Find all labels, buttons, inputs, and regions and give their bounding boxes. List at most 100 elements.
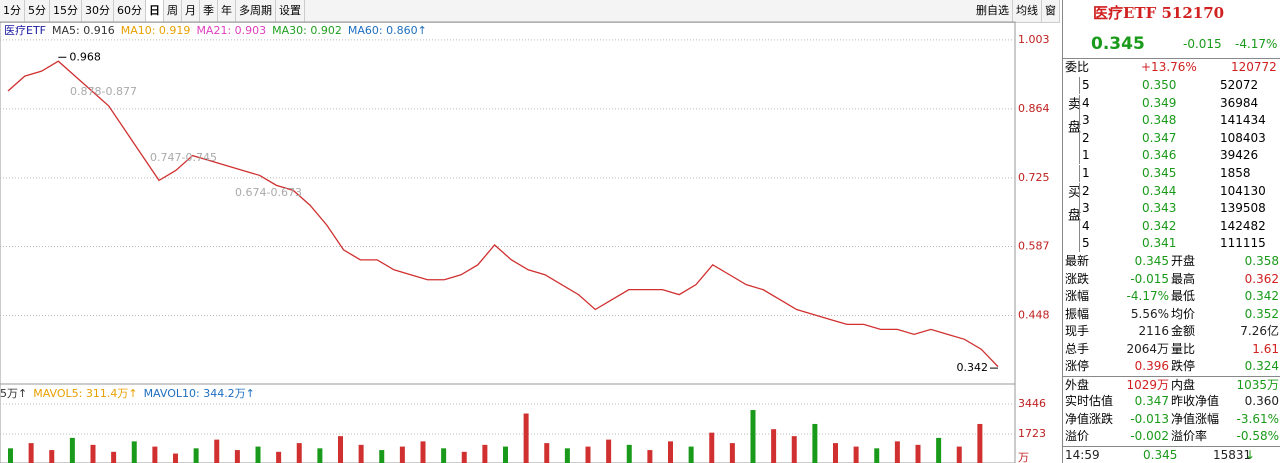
stat-value: 1029万 xyxy=(1126,377,1169,392)
tick-cell: 14:59 xyxy=(1065,448,1100,462)
volume-bar xyxy=(214,439,220,463)
stat-row: 实时估值 0.347 昨收净值 0.360 xyxy=(1063,393,1280,410)
period-tab[interactable]: 1分 xyxy=(0,0,25,22)
period-tab[interactable]: 15分 xyxy=(50,0,82,22)
legend-entry: MA5: 0.916 xyxy=(52,24,115,37)
volume-bar xyxy=(503,446,508,463)
y-tick-label: 0.725 xyxy=(1018,171,1050,184)
stat-row: 涨停 0.396 跌停 0.324 xyxy=(1063,358,1280,375)
frame xyxy=(0,21,1016,463)
tick-row: 14:59 0.345 15831 ↓ xyxy=(1063,446,1280,463)
stat-row: 涨幅 -4.17% 最低 0.342 xyxy=(1063,288,1280,305)
y-tick-label: 0.587 xyxy=(1018,239,1050,252)
volume-bar xyxy=(461,451,467,463)
price-row: 0.345 -0.015 -4.17% xyxy=(1063,36,1280,53)
book-price: 0.350 xyxy=(1142,78,1177,92)
toolbar: 1分 5分 15分 30分 60分日周月季年多周期 设置 删自选 均线窗 xyxy=(0,0,1060,23)
stat-label: 外盘 xyxy=(1065,377,1090,392)
stat-value: 0.362 xyxy=(1244,271,1279,286)
period-tab[interactable]: 60分 xyxy=(114,0,146,22)
legend-entry: MA21: 0.903 xyxy=(196,24,266,37)
volume-bar xyxy=(585,446,591,463)
period-tab[interactable]: 周 xyxy=(164,0,182,22)
book-row: 1 0.346 39426 xyxy=(1079,147,1280,164)
title: 医疗ETF 512170 xyxy=(1093,4,1225,22)
y-tick-label: 1.003 xyxy=(1018,33,1050,46)
stat-value: -0.013 xyxy=(1130,411,1169,426)
y-tick-label: 0.448 xyxy=(1018,308,1050,321)
stat-label: 最新 xyxy=(1065,254,1090,268)
change: -0.015 xyxy=(1183,37,1222,51)
period-tab[interactable]: 5分 xyxy=(25,0,50,22)
stat-value: -4.17% xyxy=(1126,289,1169,303)
volume-bar xyxy=(750,410,756,463)
volume-bar xyxy=(420,441,426,463)
chart: 1.003 0.864 0.725 0.587 0.448 医疗ETF MA5: 0.916… xyxy=(0,21,1050,463)
book-price: 0.345 xyxy=(1142,166,1177,180)
period-tab[interactable]: 30分 xyxy=(82,0,114,22)
volume-bar xyxy=(296,443,302,463)
y-tick-label: 0.864 xyxy=(1018,102,1050,115)
book-volume: 141434 xyxy=(1220,113,1266,127)
legend-entry: MA10: 0.919 xyxy=(121,24,191,37)
volume-bar xyxy=(131,441,137,463)
y-tick-label: 1723 xyxy=(1018,427,1046,440)
volume-bar xyxy=(688,446,694,463)
stat-value: -3.61% xyxy=(1236,411,1279,426)
stat-value: 0.360 xyxy=(1244,394,1279,408)
stat-value: 0.324 xyxy=(1244,359,1279,373)
volume-bar xyxy=(69,437,75,463)
tool-button[interactable]: 窗 xyxy=(1042,0,1060,22)
volume-bar xyxy=(152,446,158,463)
stat-label: 最低 xyxy=(1171,289,1196,303)
book-price: 0.344 xyxy=(1142,183,1177,198)
tool-button[interactable]: 均线 xyxy=(1013,0,1042,22)
book-price: 0.341 xyxy=(1142,236,1177,250)
volume-bar xyxy=(276,451,282,463)
volume-bar xyxy=(544,443,550,463)
legend-entry: 医疗ETF xyxy=(4,23,46,37)
volume-bar xyxy=(255,446,261,463)
volume-bar xyxy=(936,437,942,463)
stat-value: 2064万 xyxy=(1126,341,1169,356)
stat-value: 5.56% xyxy=(1130,306,1169,321)
volume-bar xyxy=(729,443,735,463)
book-row: 1 0.345 1858 xyxy=(1079,165,1280,182)
period-tab[interactable]: 设置 xyxy=(276,0,305,22)
stat-label: 现手 xyxy=(1065,324,1090,338)
stat-label: 溢价率 xyxy=(1171,429,1208,443)
book-price: 0.347 xyxy=(1142,130,1177,145)
book-price: 0.343 xyxy=(1142,201,1177,215)
level: 4 xyxy=(1082,218,1090,233)
stat-label: 溢价 xyxy=(1065,429,1090,443)
period-tab[interactable]: 日 xyxy=(146,0,164,22)
period-tab[interactable]: 月 xyxy=(182,0,200,22)
tool-button[interactable]: 删自选 xyxy=(973,0,1013,22)
book-row: 4 0.349 36984 xyxy=(1079,94,1280,112)
volume-bar xyxy=(338,436,343,463)
volume-bar xyxy=(90,444,96,463)
stat-value: 1.61 xyxy=(1252,341,1279,356)
period-tab[interactable]: 多周期 xyxy=(236,0,276,22)
stat-label: 量比 xyxy=(1171,341,1196,356)
stat-value: -0.58% xyxy=(1236,429,1279,443)
volume-bar xyxy=(28,443,34,463)
volume-bar xyxy=(441,448,447,463)
stat-row: 净值涨跌 -0.013 净值涨幅 -3.61% xyxy=(1063,411,1280,428)
level: 3 xyxy=(1082,201,1090,215)
level: 4 xyxy=(1082,95,1090,110)
gap-label: 0.674-0.673 xyxy=(235,186,302,199)
stat-label: 最高 xyxy=(1171,271,1196,286)
volume-bar xyxy=(379,450,385,463)
stat-label: 实时估值 xyxy=(1065,394,1114,408)
stat-value: 0.347 xyxy=(1134,394,1169,408)
volume-bar xyxy=(977,423,983,463)
period-tab[interactable]: 季 xyxy=(200,0,218,22)
tick-cell: 0.345 xyxy=(1143,448,1178,462)
period-tab[interactable]: 年 xyxy=(218,0,236,22)
volume-bar xyxy=(668,441,673,463)
ratio: +13.76% xyxy=(1141,60,1197,74)
stat-row: 振幅 5.56% 均价 0.352 xyxy=(1063,306,1280,323)
stat-value: 0.352 xyxy=(1244,306,1279,321)
